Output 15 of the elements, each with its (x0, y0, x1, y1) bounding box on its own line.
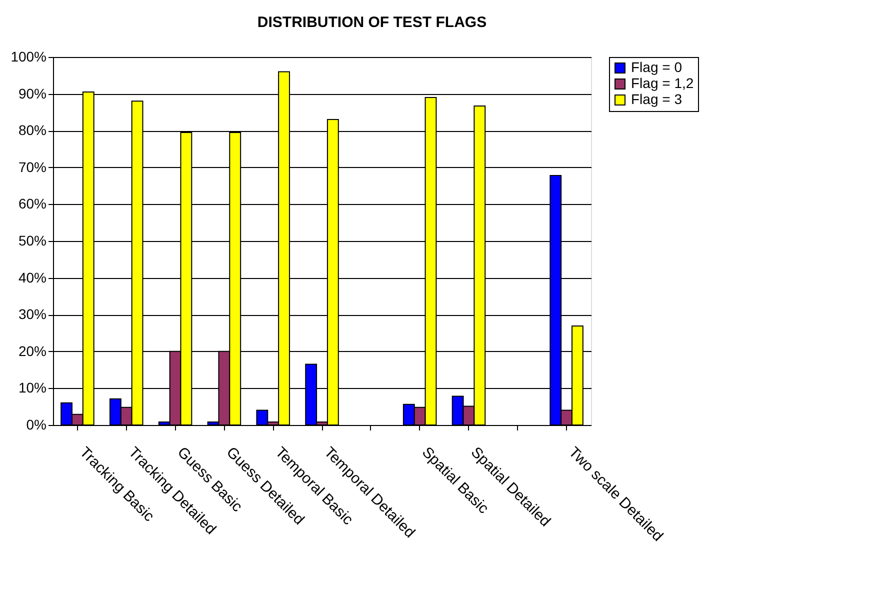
y-tick-label: 0% (26, 416, 46, 432)
y-tick-label: 40% (18, 269, 46, 286)
y-tick-label: 30% (18, 306, 46, 322)
y-tick-label: 60% (18, 196, 46, 212)
y-tick-label: 80% (18, 122, 46, 138)
legend-label: Flag = 0 (631, 59, 682, 75)
y-tick-label: 70% (18, 158, 46, 175)
y-tick-label: 10% (18, 380, 46, 396)
legend-label: Flag = 1,2 (631, 75, 694, 91)
y-tick-label: 90% (18, 85, 46, 102)
y-tick-label: 100% (10, 48, 46, 64)
y-tick-label: 20% (18, 342, 46, 359)
legend-label: Flag = 3 (631, 91, 682, 107)
chart-title: DISTRIBUTION OF TEST FLAGS (257, 14, 487, 31)
y-tick-label: 50% (18, 232, 46, 248)
